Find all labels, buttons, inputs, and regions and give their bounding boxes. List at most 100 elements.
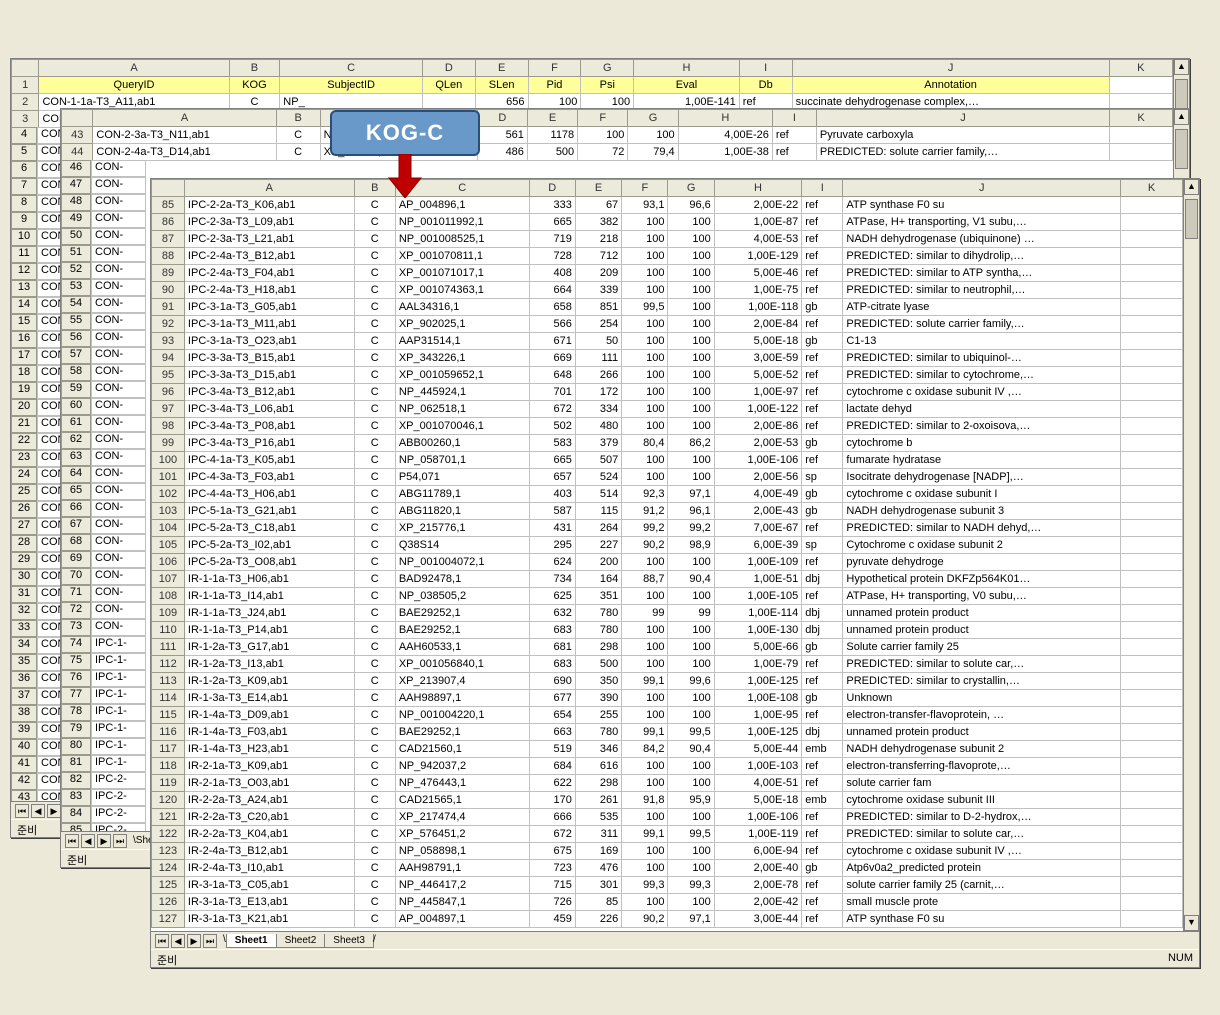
cell-queryid[interactable]: IR-1-1a-T3_I14,ab1 bbox=[184, 588, 354, 605]
cell-db[interactable]: gb bbox=[802, 639, 843, 656]
cell[interactable]: 100 bbox=[578, 127, 628, 144]
cell-slen[interactable]: 480 bbox=[575, 418, 621, 435]
cell-subjectid[interactable]: XP_001074363,1 bbox=[395, 282, 529, 299]
cell-pid[interactable]: 99,5 bbox=[622, 299, 668, 316]
cell-psi[interactable]: 100 bbox=[668, 554, 714, 571]
cell-pid[interactable]: 90,2 bbox=[622, 911, 668, 928]
cell-psi[interactable]: 100 bbox=[668, 367, 714, 384]
cell-annotation[interactable]: cytochrome c oxidase subunit IV ,… bbox=[843, 843, 1121, 860]
cell-queryid[interactable]: IPC-3-3a-T3_D15,ab1 bbox=[184, 367, 354, 384]
row-header[interactable]: 60 bbox=[61, 398, 91, 415]
row-header[interactable]: 102 bbox=[152, 486, 185, 503]
cell-queryid[interactable]: IR-1-4a-T3_H23,ab1 bbox=[184, 741, 354, 758]
cell-subjectid[interactable]: XP_213907,4 bbox=[395, 673, 529, 690]
sheet-tab[interactable]: Sheet1 bbox=[226, 934, 277, 948]
row-header[interactable]: 77 bbox=[61, 687, 91, 704]
cell-queryid[interactable]: IPC-2-2a-T3_K06,ab1 bbox=[184, 197, 354, 214]
cell-qlen[interactable]: 672 bbox=[529, 826, 575, 843]
cell[interactable]: 100 bbox=[628, 127, 678, 144]
row-header[interactable]: 76 bbox=[61, 670, 91, 687]
cell-psi[interactable]: 100 bbox=[668, 707, 714, 724]
cell-pid[interactable]: 100 bbox=[622, 231, 668, 248]
cell-pid[interactable]: 99,2 bbox=[622, 520, 668, 537]
cell-kog[interactable]: C bbox=[354, 775, 395, 792]
row-header[interactable]: 18 bbox=[11, 365, 37, 382]
cell-kog[interactable]: C bbox=[354, 435, 395, 452]
row-header[interactable]: 7 bbox=[11, 178, 37, 195]
sheet-tab[interactable]: Sheet2 bbox=[276, 934, 326, 948]
row-header[interactable]: 52 bbox=[61, 262, 91, 279]
cell-qlen[interactable]: 683 bbox=[529, 656, 575, 673]
cell-qlen[interactable]: 648 bbox=[529, 367, 575, 384]
cell-slen[interactable]: 115 bbox=[575, 503, 621, 520]
cell-slen[interactable]: 851 bbox=[575, 299, 621, 316]
cell[interactable]: ref bbox=[772, 144, 816, 161]
cell-queryid[interactable]: IR-2-2a-T3_A24,ab1 bbox=[184, 792, 354, 809]
cell-eval[interactable]: 1,00E-51 bbox=[714, 571, 801, 588]
scroll-up-icon[interactable]: ▲ bbox=[1174, 59, 1189, 75]
cell-qlen[interactable]: 665 bbox=[529, 452, 575, 469]
cell-psi[interactable]: 98,9 bbox=[668, 537, 714, 554]
cell-qlen[interactable]: 587 bbox=[529, 503, 575, 520]
cell-pid[interactable]: 91,2 bbox=[622, 503, 668, 520]
cell-annotation[interactable]: PREDICTED: similar to dihydrolip,… bbox=[843, 248, 1121, 265]
cell-annotation[interactable]: ATP-citrate lyase bbox=[843, 299, 1121, 316]
cell-eval[interactable]: 2,00E-22 bbox=[714, 197, 801, 214]
table-row[interactable]: 125 IR-3-1a-T3_C05,ab1 C NP_446417,2 715… bbox=[152, 877, 1183, 894]
cell-psi[interactable]: 100 bbox=[668, 639, 714, 656]
nav-prev-icon[interactable]: ◀ bbox=[31, 804, 45, 818]
cell-slen[interactable]: 85 bbox=[575, 894, 621, 911]
cell[interactable] bbox=[1121, 214, 1183, 231]
cell-queryid[interactable]: IPC-5-2a-T3_C18,ab1 bbox=[184, 520, 354, 537]
cell-eval[interactable]: 2,00E-86 bbox=[714, 418, 801, 435]
cell-qlen[interactable]: 664 bbox=[529, 282, 575, 299]
cell-pid[interactable]: 100 bbox=[622, 265, 668, 282]
cell-annotation[interactable]: cytochrome c oxidase subunit I bbox=[843, 486, 1121, 503]
row-header[interactable]: 15 bbox=[11, 314, 37, 331]
cell-kog[interactable]: C bbox=[354, 571, 395, 588]
cell-slen[interactable]: 67 bbox=[575, 197, 621, 214]
table-row[interactable]: 108 IR-1-1a-T3_I14,ab1 C NP_038505,2 625… bbox=[152, 588, 1183, 605]
cell-pid[interactable]: 100 bbox=[622, 622, 668, 639]
cell-slen[interactable]: 164 bbox=[575, 571, 621, 588]
row-header[interactable]: 86 bbox=[152, 214, 185, 231]
cell-eval[interactable]: 6,00E-39 bbox=[714, 537, 801, 554]
cell-kog[interactable]: C bbox=[354, 214, 395, 231]
cell-eval[interactable]: 5,00E-46 bbox=[714, 265, 801, 282]
row-header[interactable]: 68 bbox=[61, 534, 91, 551]
cell-pid[interactable]: 100 bbox=[622, 401, 668, 418]
cell-qlen[interactable]: 624 bbox=[529, 554, 575, 571]
cell-db[interactable]: gb bbox=[802, 486, 843, 503]
cell[interactable] bbox=[1121, 486, 1183, 503]
cell-queryid[interactable]: IR-1-1a-T3_J24,ab1 bbox=[184, 605, 354, 622]
row-header[interactable]: 126 bbox=[152, 894, 185, 911]
cell-db[interactable]: ref bbox=[802, 707, 843, 724]
table-row[interactable]: 112 IR-1-2a-T3_I13,ab1 C XP_001056840,1 … bbox=[152, 656, 1183, 673]
cell-kog[interactable]: C bbox=[354, 316, 395, 333]
cell[interactable]: ref bbox=[772, 127, 816, 144]
cell-db[interactable]: gb bbox=[802, 435, 843, 452]
cell-eval[interactable]: 2,00E-53 bbox=[714, 435, 801, 452]
col-header[interactable]: A bbox=[184, 180, 354, 197]
cell-subjectid[interactable]: AAH98897,1 bbox=[395, 690, 529, 707]
table-row[interactable]: 116 IR-1-4a-T3_F03,ab1 C BAE29252,1 663 … bbox=[152, 724, 1183, 741]
cell[interactable] bbox=[1121, 282, 1183, 299]
row-header[interactable]: 65 bbox=[61, 483, 91, 500]
table-row[interactable]: 115 IR-1-4a-T3_D09,ab1 C NP_001004220,1 … bbox=[152, 707, 1183, 724]
row-header[interactable]: 51 bbox=[61, 245, 91, 262]
cell-pid[interactable]: 84,2 bbox=[622, 741, 668, 758]
row-header[interactable]: 101 bbox=[152, 469, 185, 486]
cell-psi[interactable]: 100 bbox=[668, 809, 714, 826]
table-row[interactable]: 126 IR-3-1a-T3_E13,ab1 C NP_445847,1 726… bbox=[152, 894, 1183, 911]
row-header[interactable]: 5 bbox=[11, 144, 37, 161]
cell[interactable] bbox=[1121, 231, 1183, 248]
cell-queryid[interactable]: IPC-3-4a-T3_L06,ab1 bbox=[184, 401, 354, 418]
cell-pid[interactable]: 100 bbox=[622, 656, 668, 673]
cell-annotation[interactable]: cytochrome b bbox=[843, 435, 1121, 452]
cell-eval[interactable]: 5,00E-18 bbox=[714, 792, 801, 809]
cell-queryid[interactable]: IR-2-4a-T3_B12,ab1 bbox=[184, 843, 354, 860]
row-header[interactable]: 53 bbox=[61, 279, 91, 296]
cell-slen[interactable]: 379 bbox=[575, 435, 621, 452]
table-row[interactable]: 90 IPC-2-4a-T3_H18,ab1 C XP_001074363,1 … bbox=[152, 282, 1183, 299]
row-header[interactable]: 1 bbox=[12, 77, 39, 94]
